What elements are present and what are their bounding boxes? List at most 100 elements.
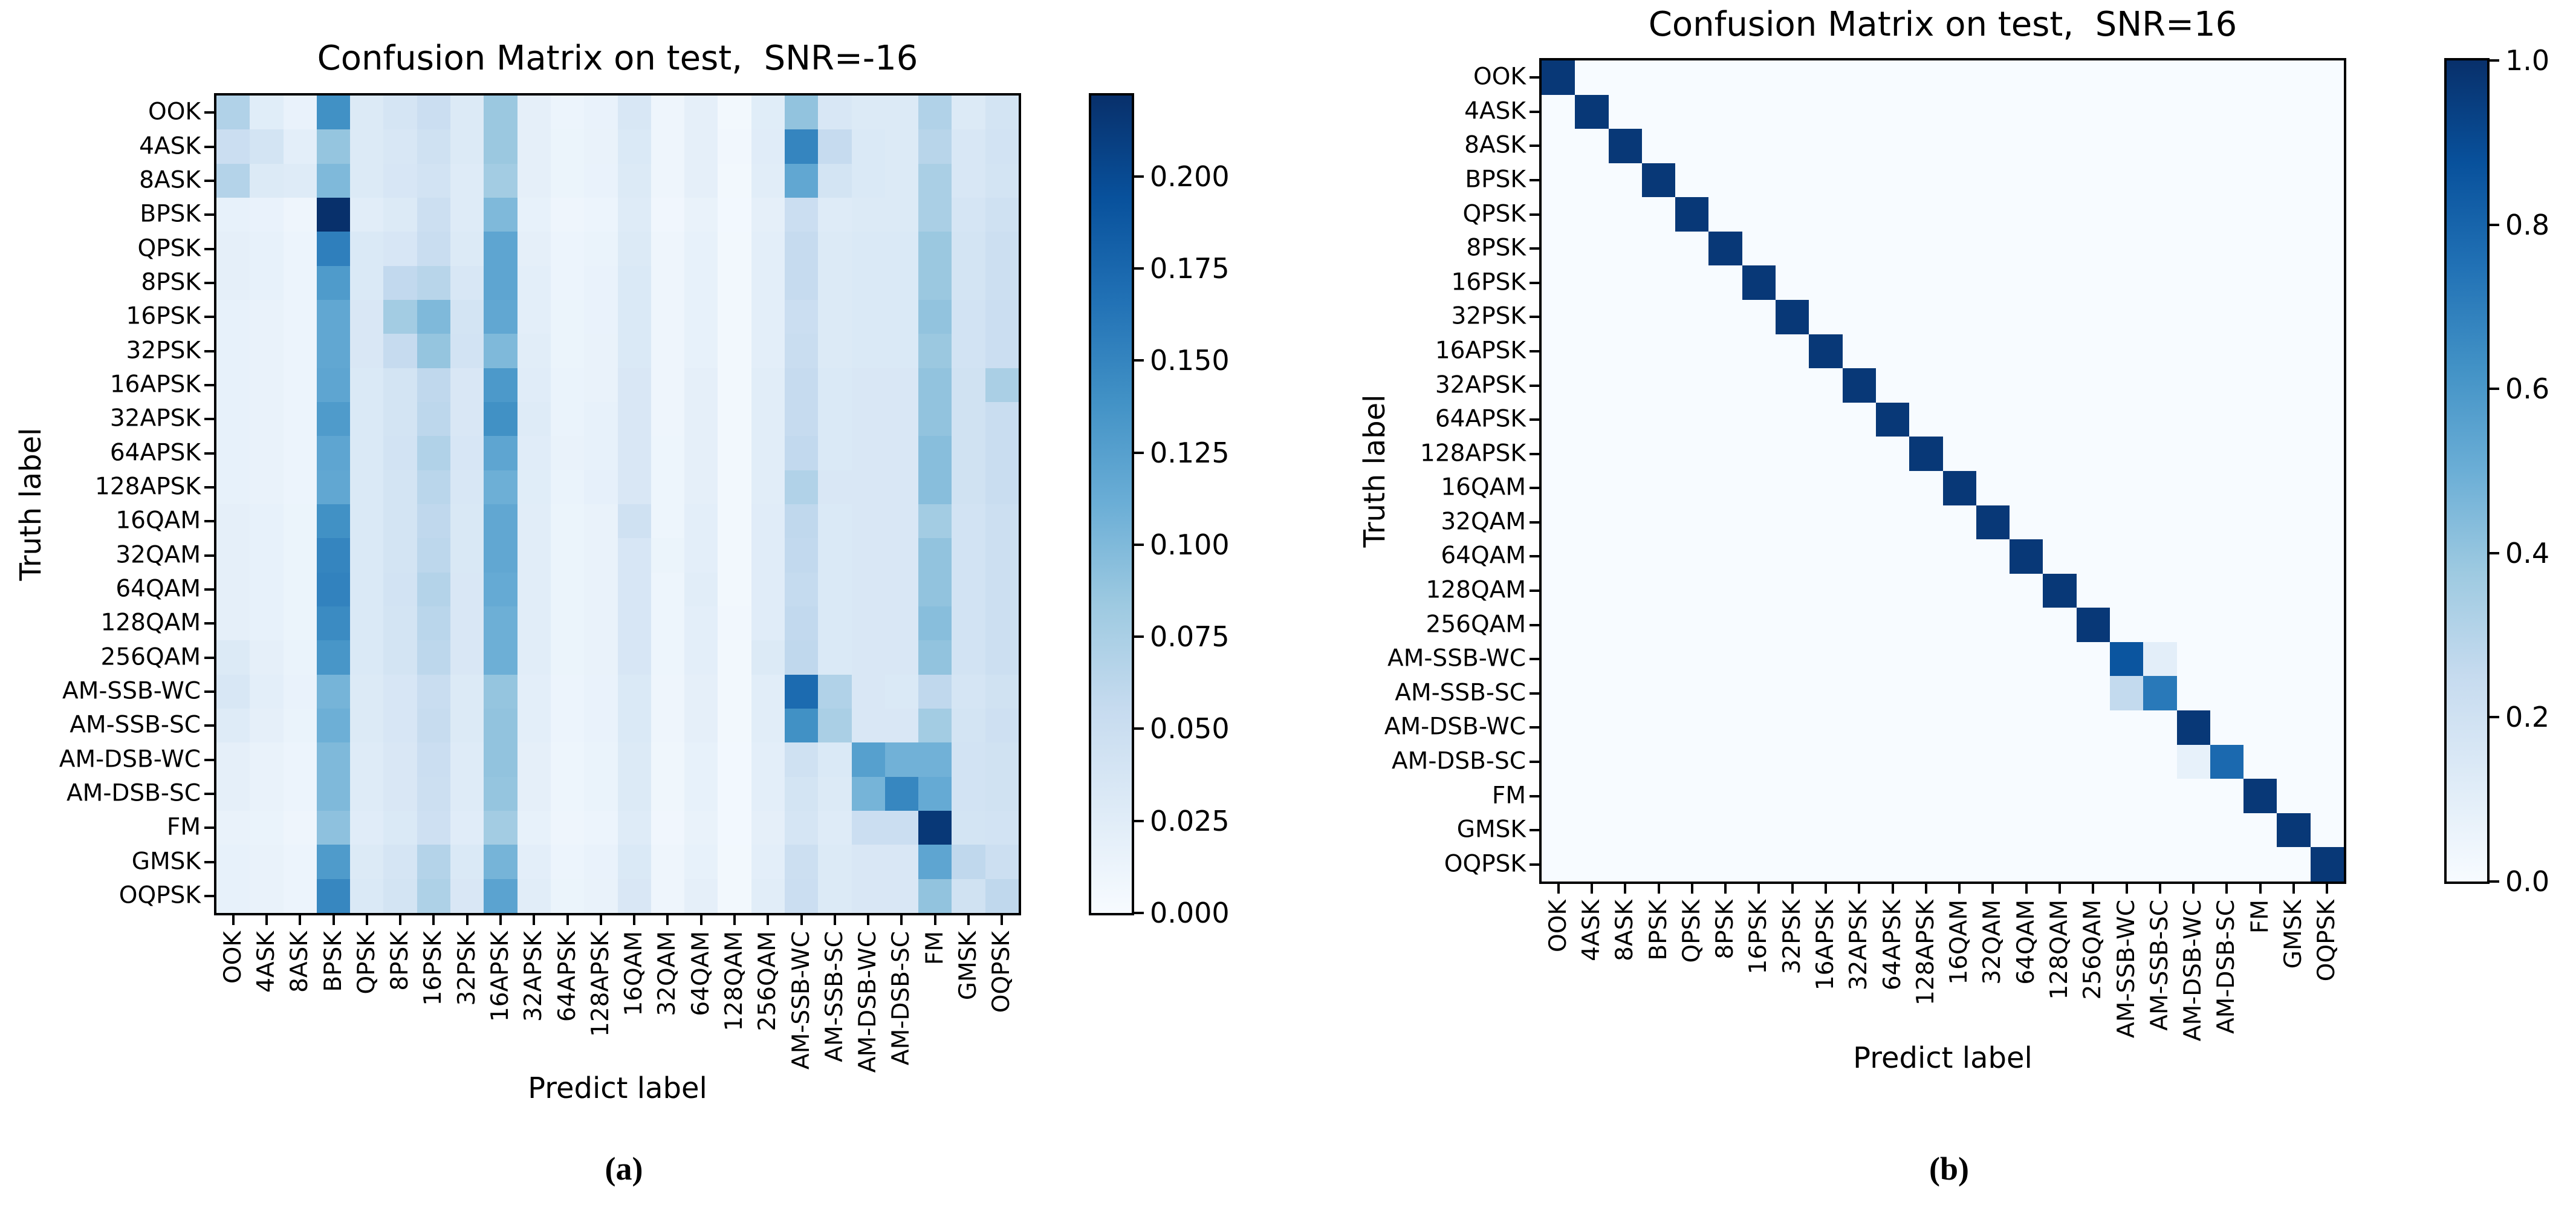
y-tick-mark	[204, 894, 214, 897]
heatmap-cell	[2010, 197, 2043, 232]
heatmap-cell	[1942, 197, 1976, 232]
heatmap-cell	[2109, 505, 2144, 540]
heatmap-cell	[818, 776, 852, 811]
x-tick-mark	[967, 915, 970, 925]
y-tick-mark	[204, 690, 214, 693]
heatmap-cell	[2010, 300, 2043, 334]
heatmap-cell	[1842, 813, 1876, 848]
heatmap-cell	[1809, 641, 1843, 677]
heatmap-cell	[2310, 539, 2344, 574]
x-tick-label: OQPSK	[988, 931, 1016, 1013]
heatmap-cell	[2043, 847, 2077, 882]
x-tick-mark	[1690, 884, 1693, 894]
heatmap-cell	[1641, 265, 1676, 300]
heatmap-cell	[517, 368, 551, 402]
heatmap-cell	[550, 504, 585, 539]
heatmap-cell	[316, 504, 351, 539]
colorbar-tick-mark	[1134, 359, 1144, 362]
heatmap-cell	[1608, 641, 1642, 677]
heatmap-cell	[550, 401, 585, 437]
heatmap-cell	[283, 572, 317, 606]
heatmap-cell	[2109, 608, 2144, 642]
heatmap-cell	[250, 470, 284, 504]
heatmap-cell	[2243, 60, 2277, 95]
y-tick-label: 128QAM	[100, 609, 201, 637]
heatmap-plot-a	[214, 93, 1021, 915]
heatmap-cell	[283, 129, 317, 164]
heatmap-cell	[1641, 573, 1676, 608]
heatmap-cell	[1776, 676, 1809, 711]
heatmap-cell	[1842, 608, 1876, 642]
heatmap-cell	[517, 163, 551, 198]
x-tick-label: FM	[921, 931, 949, 966]
heatmap-plot-b	[1539, 58, 2346, 884]
heatmap-cell	[417, 96, 451, 130]
heatmap-cell	[851, 708, 885, 743]
heatmap-cell	[1742, 402, 1776, 437]
heatmap-cell	[818, 845, 852, 879]
heatmap-cell	[1742, 437, 1776, 471]
colorbar-tick-label: 0.200	[1150, 160, 1230, 193]
heatmap-cell	[383, 538, 417, 573]
heatmap-cell	[1675, 60, 1709, 95]
heatmap-cell	[884, 504, 919, 539]
heatmap-cell	[1675, 676, 1709, 711]
colorbar-tick-mark	[1134, 543, 1144, 546]
heatmap-cell	[1942, 437, 1976, 471]
heatmap-cell	[1809, 197, 1843, 232]
heatmap-cell	[851, 436, 885, 470]
heatmap-cell	[1809, 437, 1843, 471]
heatmap-cell	[2010, 539, 2043, 574]
heatmap-cell	[918, 299, 952, 334]
heatmap-cell	[1875, 847, 1910, 882]
x-tick-mark	[1757, 884, 1760, 894]
x-tick-label: OOK	[219, 931, 247, 984]
heatmap-cell	[684, 572, 718, 606]
heatmap-cell	[2210, 539, 2244, 574]
heatmap-cell	[1942, 573, 1976, 608]
heatmap-cell	[1542, 779, 1575, 813]
heatmap-cell	[784, 504, 819, 539]
heatmap-cell	[650, 640, 685, 675]
y-tick-label: BPSK	[140, 200, 201, 228]
heatmap-cell	[2043, 710, 2077, 745]
heatmap-cell	[1608, 813, 1642, 848]
heatmap-cell	[851, 299, 885, 334]
y-tick-mark	[204, 826, 214, 830]
heatmap-cell	[517, 878, 551, 913]
heatmap-cell	[450, 197, 484, 232]
heatmap-cell	[283, 436, 317, 470]
heatmap-cell	[484, 504, 517, 539]
x-tick-label: GMSK	[955, 931, 982, 1001]
heatmap-cell	[283, 265, 317, 300]
heatmap-cell	[1976, 94, 2010, 129]
heatmap-cell	[1875, 641, 1910, 677]
heatmap-cell	[985, 845, 1019, 879]
heatmap-cell	[2109, 539, 2144, 574]
x-tick-mark	[1958, 884, 1961, 894]
heatmap-cell	[751, 334, 785, 368]
heatmap-cell	[216, 368, 250, 402]
heatmap-cell	[2176, 710, 2210, 745]
heatmap-cell	[1942, 710, 1976, 745]
heatmap-cell	[283, 401, 317, 437]
y-tick-mark	[1530, 658, 1539, 661]
heatmap-cell	[450, 878, 484, 913]
x-tick-label: 4ASK	[1577, 900, 1605, 961]
heatmap-cell	[1675, 710, 1709, 745]
heatmap-cell	[2143, 470, 2177, 505]
heatmap-cell	[1776, 813, 1809, 848]
y-tick-mark	[1530, 521, 1539, 524]
heatmap-cell	[718, 878, 751, 913]
heatmap-cell	[784, 674, 819, 709]
heatmap-cell	[1909, 779, 1943, 813]
heatmap-cell	[316, 368, 351, 402]
heatmap-cell	[383, 197, 417, 232]
heatmap-cell	[1608, 608, 1642, 642]
heatmap-cell	[2277, 847, 2311, 882]
heatmap-cell	[1542, 197, 1575, 232]
heatmap-cell	[1542, 539, 1575, 574]
heatmap-cell	[918, 232, 952, 266]
heatmap-cell	[2076, 334, 2110, 369]
x-tick-mark	[232, 915, 235, 925]
